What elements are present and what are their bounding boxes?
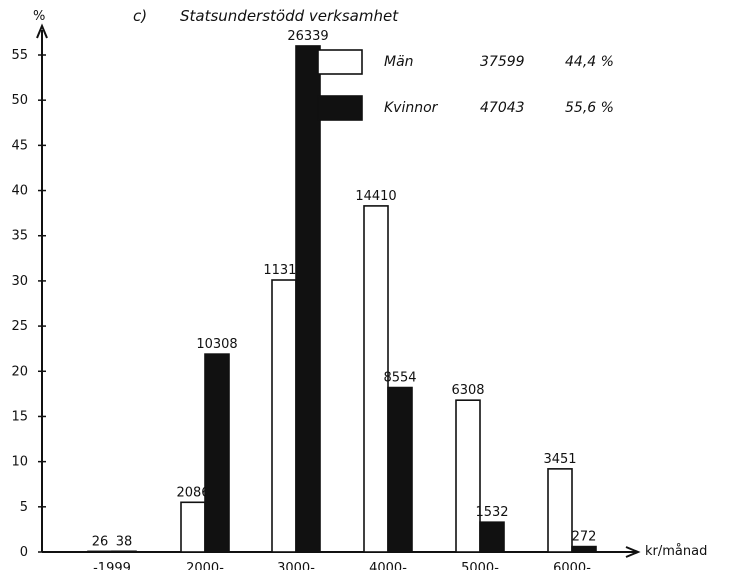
x-tick-label: 6000- bbox=[553, 561, 591, 570]
y-tick-label: 45 bbox=[11, 138, 28, 153]
y-axis-arrow bbox=[36, 23, 48, 39]
data-label: 3451 bbox=[543, 452, 576, 467]
legend-series-name: Kvinnor bbox=[384, 100, 439, 116]
bar-man bbox=[180, 501, 206, 553]
legend-swatch bbox=[317, 95, 363, 121]
bar-kvinnor bbox=[571, 545, 597, 553]
data-label: 26339 bbox=[287, 29, 328, 44]
y-tick-label: 35 bbox=[11, 229, 28, 244]
data-label: 272 bbox=[572, 530, 597, 545]
bars: 26 38 2086 10308 11318 26339 14410 8554 6308 1532… bbox=[87, 29, 597, 553]
bar-man bbox=[455, 399, 481, 553]
legend-share: 55,6 % bbox=[565, 100, 614, 116]
data-label: 14410 bbox=[355, 189, 396, 204]
y-tick-label: 30 bbox=[11, 274, 28, 289]
legend-share: 44,4 % bbox=[565, 54, 614, 70]
bar-man bbox=[363, 205, 389, 553]
y-tick-label: 40 bbox=[11, 184, 28, 199]
x-tick-label: -1999 bbox=[93, 561, 131, 570]
bar-man bbox=[547, 468, 573, 553]
axes bbox=[36, 23, 641, 558]
x-tick-label: 4000- bbox=[369, 561, 407, 570]
bar-man bbox=[271, 279, 297, 553]
bar-man bbox=[87, 550, 113, 553]
bar-kvinnor bbox=[204, 353, 230, 553]
y-axis-label: % bbox=[33, 9, 45, 24]
bar-kvinnor bbox=[479, 521, 505, 553]
data-label: 38 bbox=[116, 534, 133, 549]
y-tick-label: 15 bbox=[11, 409, 28, 424]
data-label: 10308 bbox=[196, 337, 237, 352]
y-tick-label: 0 bbox=[20, 545, 28, 560]
y-tick-label: 5 bbox=[20, 500, 28, 515]
legend-total: 47043 bbox=[480, 100, 525, 116]
data-label: 6308 bbox=[451, 383, 484, 398]
y-tick-label: 55 bbox=[11, 48, 28, 63]
panel-label: c) bbox=[133, 7, 147, 25]
legend-series-name: Män bbox=[384, 54, 414, 70]
x-tick-label: 2000- bbox=[186, 561, 224, 570]
x-tick-label: 3000- bbox=[277, 561, 315, 570]
legend-total: 37599 bbox=[480, 54, 525, 70]
y-axis-ticks: 0 5 10 15 20 25 30 35 40 45 50 55 bbox=[11, 48, 46, 560]
chart-title: Statsunderstödd verksamhet bbox=[180, 7, 399, 25]
bar-kvinnor bbox=[387, 386, 413, 553]
x-axis-arrow bbox=[625, 546, 641, 558]
bar-kvinnor bbox=[111, 550, 137, 553]
data-label: 1532 bbox=[475, 505, 508, 520]
y-tick-label: 25 bbox=[11, 319, 28, 334]
legend-swatch bbox=[317, 49, 363, 75]
y-tick-label: 10 bbox=[11, 455, 28, 470]
bar-kvinnor bbox=[295, 45, 321, 553]
x-tick-label: 5000- bbox=[461, 561, 499, 570]
data-label: 8554 bbox=[383, 371, 416, 386]
data-label: 11318 bbox=[263, 263, 304, 278]
y-tick-label: 50 bbox=[11, 93, 28, 108]
data-label: 2086 bbox=[176, 485, 209, 500]
data-label: 26 bbox=[92, 534, 109, 549]
x-axis-label: kr/månad bbox=[645, 544, 707, 559]
x-axis-ticks: -1999 2000- 3000- 4000- 5000- 6000- bbox=[93, 561, 591, 570]
y-tick-label: 20 bbox=[11, 364, 28, 379]
legend: Män 37599 44,4 % Kvinnor 47043 55,6 % bbox=[317, 49, 614, 121]
